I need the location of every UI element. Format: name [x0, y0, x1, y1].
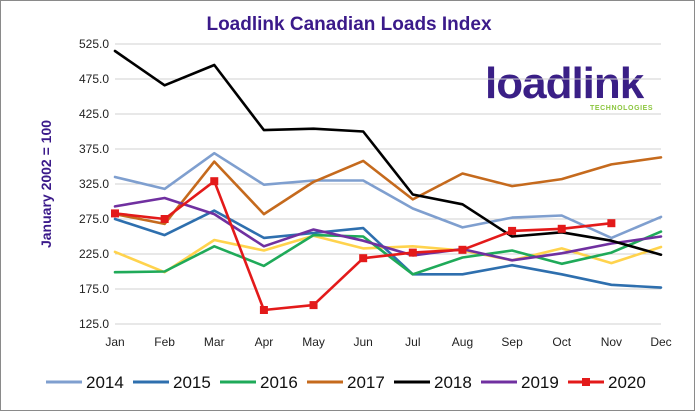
x-tick-label: Jul — [405, 335, 420, 349]
y-tick-label: 275.0 — [79, 212, 109, 226]
x-tick-label: Apr — [255, 335, 274, 349]
x-tick-label: Oct — [552, 335, 571, 349]
series-point-2020 — [408, 248, 417, 257]
y-tick-label: 325.0 — [79, 177, 109, 191]
series-point-2020 — [111, 209, 119, 218]
legend-label-2015: 2015 — [173, 373, 211, 392]
legend-label-2019: 2019 — [521, 373, 559, 392]
x-tick-label: Jun — [354, 335, 373, 349]
x-tick-label: Dec — [650, 335, 671, 349]
series-line-2015 — [113, 209, 663, 289]
legend-label-2014: 2014 — [86, 373, 124, 392]
x-tick-label: Aug — [452, 335, 473, 349]
series-point-2020 — [557, 224, 566, 233]
x-tick-label: Mar — [204, 335, 225, 349]
y-axis-ticks: 525.0 475.0 425.0 375.0 325.0 275.0 225.0 175.0… — [79, 37, 109, 331]
y-tick-label: 425.0 — [79, 107, 109, 121]
x-tick-label: May — [302, 335, 325, 349]
legend-marker-2020 — [582, 378, 590, 386]
logo-wordmark: loadlink — [485, 59, 645, 108]
series-line-2017 — [113, 156, 663, 226]
series-line-2018 — [113, 49, 663, 256]
x-tick-label: Sep — [501, 335, 523, 349]
y-tick-label: 225.0 — [79, 247, 109, 261]
chart-title: Loadlink Canadian Loads Index — [206, 14, 491, 35]
loadlink-logo: loadlink TECHNOLOGIES — [485, 59, 653, 112]
x-tick-label: Jan — [105, 335, 124, 349]
x-tick-label: Nov — [601, 335, 622, 349]
legend: 2014 2015 2016 2017 2018 2019 2020 — [46, 373, 646, 392]
legend-label-2020: 2020 — [608, 373, 646, 392]
series-point-2020 — [309, 301, 318, 310]
series-line-2014 — [113, 151, 663, 240]
series-point-2020 — [458, 245, 467, 254]
x-tick-label: Feb — [154, 335, 175, 349]
series-point-2020 — [607, 219, 616, 228]
y-tick-label: 175.0 — [79, 282, 109, 296]
y-tick-label: 375.0 — [79, 142, 109, 156]
logo-tagline: TECHNOLOGIES — [590, 105, 653, 112]
legend-label-2017: 2017 — [347, 373, 385, 392]
y-tick-label: 525.0 — [79, 37, 109, 51]
legend-label-2018: 2018 — [434, 373, 472, 392]
series-point-2020 — [359, 254, 368, 263]
series-point-2020 — [160, 215, 169, 223]
y-tick-label: 475.0 — [79, 72, 109, 86]
y-tick-label: 125.0 — [79, 317, 109, 331]
series-point-2020 — [508, 226, 517, 235]
gridlines — [115, 43, 661, 325]
series-point-2020 — [259, 306, 268, 314]
legend-label-2016: 2016 — [260, 373, 298, 392]
y-axis-label: January 2002 = 100 — [38, 120, 54, 248]
series-point-2020 — [210, 177, 219, 186]
series-line-2020 — [113, 179, 613, 312]
series-line-2019 — [113, 196, 663, 262]
series-lines — [111, 49, 663, 314]
x-axis-ticks: Jan Feb Mar Apr May Jun Jul Aug Sep Oct Nov Dec — [105, 335, 671, 349]
